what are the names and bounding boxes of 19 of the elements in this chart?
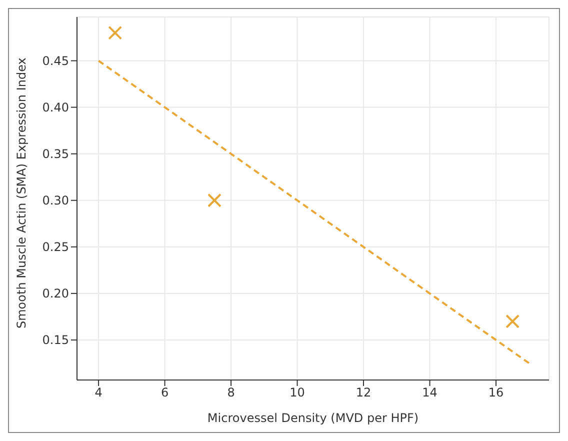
y-tick-label: 0.40 xyxy=(42,100,69,115)
y-tick-label: 0.20 xyxy=(42,286,69,301)
point xyxy=(506,314,520,328)
x-tick-label: 10 xyxy=(290,386,305,400)
y-tick-label: 0.45 xyxy=(42,54,69,68)
y-tick-label: 0.30 xyxy=(42,194,69,208)
x-tick-label: 4 xyxy=(94,386,102,400)
y-tick-label: 0.25 xyxy=(42,240,69,254)
x-tick-label: 6 xyxy=(160,386,169,400)
x-tick-label: 16 xyxy=(488,386,504,400)
x-tick-label: 8 xyxy=(227,386,235,400)
point xyxy=(108,26,122,40)
x-tick-label: 14 xyxy=(422,386,438,400)
point xyxy=(207,193,222,208)
y-tick-label: 0.15 xyxy=(42,333,69,348)
x-axis-title: Microvessel Density (MVD per HPF) xyxy=(207,411,419,425)
y-tick-label: 0.35 xyxy=(42,147,69,162)
x-tick-label: 12 xyxy=(356,386,372,400)
y-axis-title: Smooth Muscle Actin (SMA) Expression Index xyxy=(14,58,28,328)
